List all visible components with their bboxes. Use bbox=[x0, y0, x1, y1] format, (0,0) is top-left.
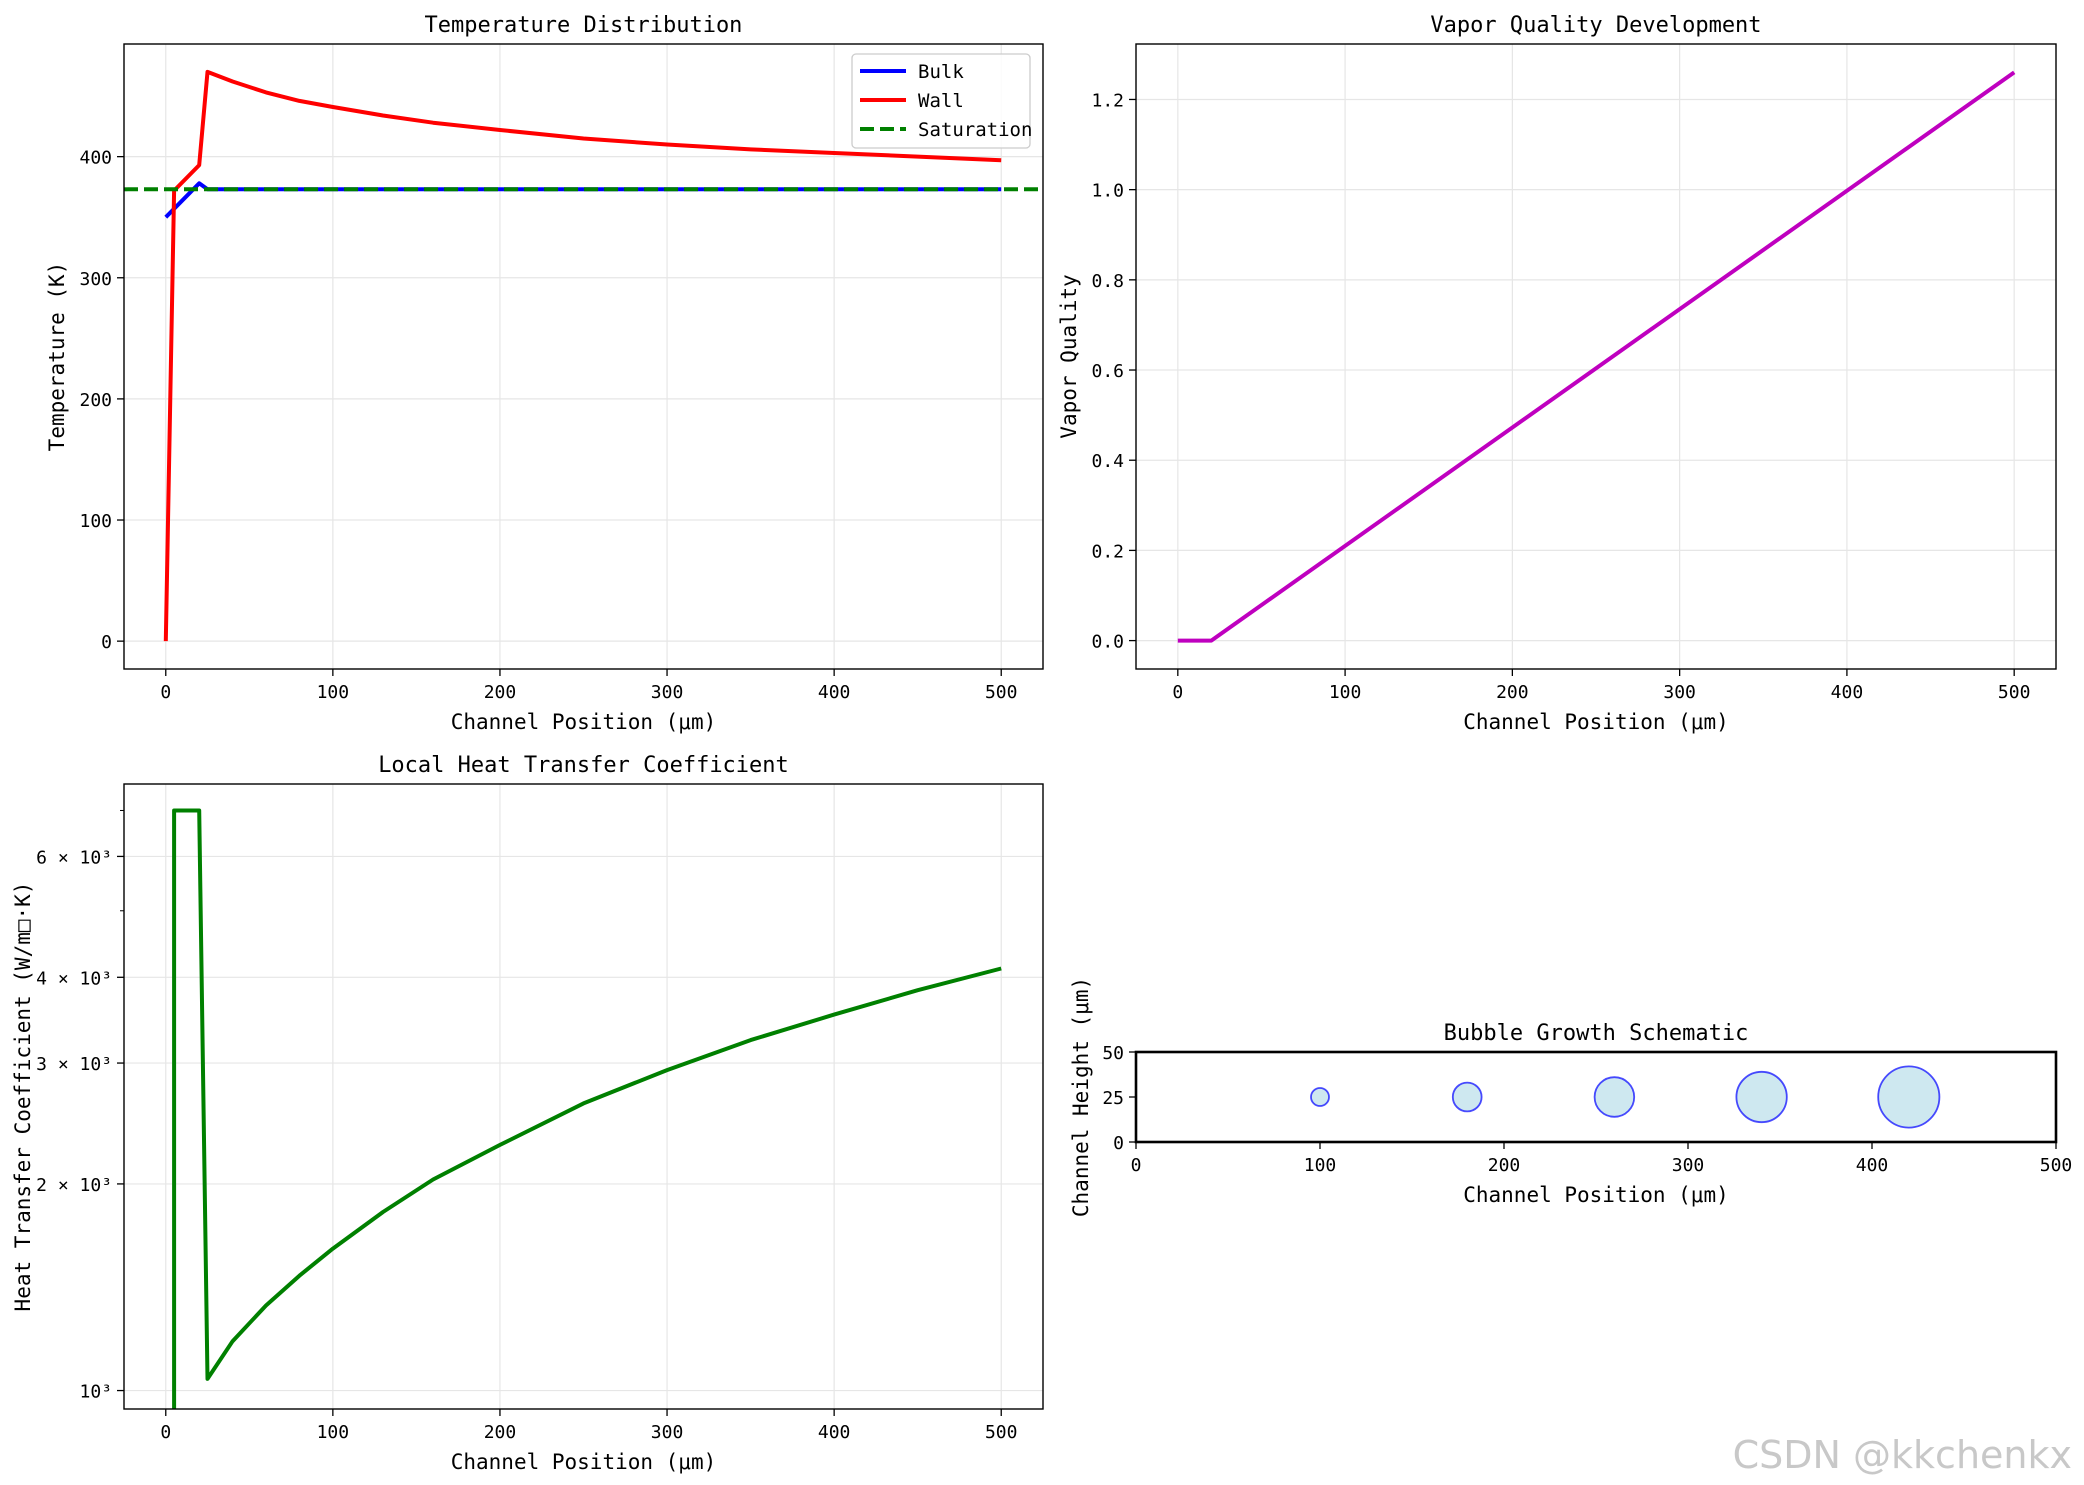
watermark: CSDN @kkchenkx bbox=[1732, 1433, 2072, 1477]
legend-label: Bulk bbox=[918, 61, 964, 83]
y-tick-label: 6 × 10³ bbox=[36, 847, 112, 868]
series-line-vapor-quality bbox=[1177, 70, 2016, 643]
x-tick-label: 300 bbox=[651, 682, 684, 703]
chart-1: 0 100 200 300 400 500 0 100 200 300 400 Temperature… bbox=[45, 13, 1044, 734]
legend-box bbox=[851, 53, 1031, 149]
y-tick-label: 0.4 bbox=[1091, 451, 1124, 472]
x-tick-label: 500 bbox=[985, 1422, 1018, 1443]
y-tick-label: 0.2 bbox=[1091, 541, 1124, 562]
x-tick-label: 0 bbox=[160, 682, 171, 703]
x-tick-label: 0 bbox=[1172, 682, 1183, 703]
x-axis-label: Channel Position (μm) bbox=[1463, 1183, 1729, 1207]
series-line-wall bbox=[163, 69, 1002, 642]
plot-area bbox=[1177, 70, 2016, 643]
y-tick-label: 3 × 10³ bbox=[36, 1054, 112, 1075]
chart-title: Temperature Distribution bbox=[425, 13, 743, 38]
bubble bbox=[1310, 1087, 1330, 1107]
x-tick-label: 200 bbox=[484, 1422, 517, 1443]
chart-title: Bubble Growth Schematic bbox=[1444, 1021, 1749, 1046]
bubble bbox=[1877, 1065, 1941, 1129]
plot-area bbox=[124, 69, 1043, 642]
bubble bbox=[1735, 1070, 1788, 1124]
y-tick-label: 1.0 bbox=[1091, 181, 1124, 202]
x-axis-label: Channel Position (μm) bbox=[451, 710, 717, 734]
y-tick-label: 4 × 10³ bbox=[36, 968, 112, 989]
chart-title: Local Heat Transfer Coefficient bbox=[378, 753, 789, 778]
y-tick-label: 0 bbox=[1113, 1133, 1124, 1154]
x-axis-label: Channel Position (μm) bbox=[451, 1450, 717, 1474]
y-tick-label: 50 bbox=[1102, 1043, 1124, 1064]
legend-label: Saturation bbox=[918, 119, 1032, 141]
x-tick-label: 200 bbox=[484, 682, 517, 703]
x-tick-label: 100 bbox=[317, 682, 350, 703]
y-tick-label: 25 bbox=[1102, 1088, 1124, 1109]
x-tick-label: 100 bbox=[1329, 682, 1362, 703]
bubble bbox=[1593, 1076, 1636, 1118]
x-tick-label: 500 bbox=[2040, 1155, 2073, 1176]
x-tick-label: 400 bbox=[818, 682, 851, 703]
y-tick-label: 200 bbox=[79, 390, 112, 411]
plot-area bbox=[1310, 1065, 1941, 1129]
x-tick-label: 100 bbox=[1304, 1155, 1337, 1176]
y-tick-label: 10³ bbox=[79, 1382, 112, 1403]
chart-3: 0 100 200 300 400 500 10³ 2 × 10³ 3 × 10³ 4 × 10³… bbox=[11, 753, 1044, 1474]
y-axis-label: Vapor Quality bbox=[1057, 274, 1081, 438]
y-tick-label: 0.8 bbox=[1091, 271, 1124, 292]
axes-frame bbox=[123, 43, 1044, 670]
y-tick-label: 2 × 10³ bbox=[36, 1175, 112, 1196]
x-tick-label: 400 bbox=[1831, 682, 1864, 703]
chart-4: 0 100 200 300 400 500 0 25 50 Bubble Growth Schem… bbox=[1069, 977, 2072, 1217]
y-tick-label: 1.2 bbox=[1091, 90, 1124, 111]
y-tick-label: 100 bbox=[79, 511, 112, 532]
axes-frame bbox=[123, 783, 1044, 1410]
y-tick-label: 0.0 bbox=[1091, 632, 1124, 653]
x-axis-label: Channel Position (μm) bbox=[1463, 710, 1729, 734]
x-tick-label: 200 bbox=[1488, 1155, 1521, 1176]
x-tick-label: 500 bbox=[985, 682, 1018, 703]
x-tick-label: 0 bbox=[1131, 1155, 1142, 1176]
x-tick-label: 100 bbox=[317, 1422, 350, 1443]
chart-2: 0 100 200 300 400 500 0.0 0.2 0.4 0.6 0.8 1.0 1.2 Vap… bbox=[1057, 13, 2057, 734]
y-axis-label: Heat Transfer Coefficient (W/m□·K) bbox=[11, 882, 35, 1312]
bubble bbox=[1451, 1081, 1483, 1113]
y-axis-label: Temperature (K) bbox=[45, 262, 69, 452]
y-tick-label: 400 bbox=[79, 148, 112, 169]
series-line-htc bbox=[172, 808, 1002, 1409]
x-tick-label: 300 bbox=[651, 1422, 684, 1443]
axes-frame bbox=[1135, 43, 2057, 670]
x-tick-label: 0 bbox=[160, 1422, 171, 1443]
y-tick-label: 0.6 bbox=[1091, 361, 1124, 382]
x-tick-label: 300 bbox=[1663, 682, 1696, 703]
chart-title: Vapor Quality Development bbox=[1430, 13, 1761, 38]
x-tick-label: 500 bbox=[1998, 682, 2031, 703]
y-tick-label: 0 bbox=[101, 632, 112, 653]
x-tick-label: 300 bbox=[1672, 1155, 1705, 1176]
y-tick-label: 300 bbox=[79, 269, 112, 290]
x-tick-label: 400 bbox=[818, 1422, 851, 1443]
x-tick-label: 200 bbox=[1496, 682, 1529, 703]
plot-area bbox=[172, 808, 1002, 1409]
x-tick-label: 400 bbox=[1856, 1155, 1889, 1176]
legend-label: Wall bbox=[918, 90, 964, 112]
y-axis-label: Channel Height (μm) bbox=[1069, 977, 1093, 1217]
